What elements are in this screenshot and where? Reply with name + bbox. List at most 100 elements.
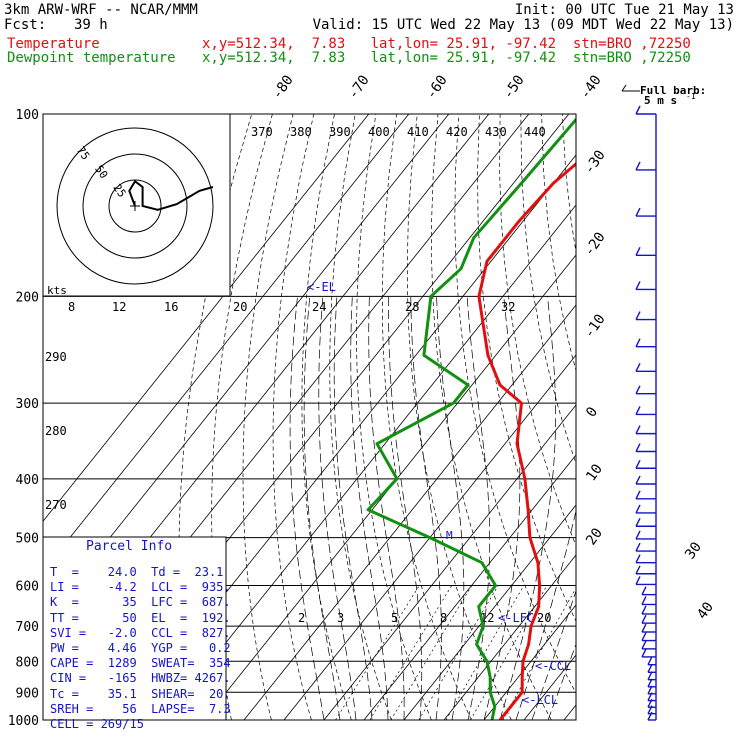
parcel-info-row: CAPE = 1289 SWEAT= 354 [50,657,231,670]
barb-legend-sup: -1 [686,92,696,101]
valid-time: Valid: 15 UTC Wed 22 May 13 (09 MDT Wed … [313,18,734,33]
temperature-axis-label: 30 [682,539,705,562]
parcel-info-row: T = 24.0 Td = 23.1 [50,566,223,579]
temperature-axis-label: -10 [581,311,609,341]
barb-legend-tick [622,85,626,91]
dry-adiabat-line [273,114,314,720]
pressure-label: 300 [16,397,39,412]
temperature-axis-label: 0 [583,404,601,420]
hodograph-axis-label: 32 [501,300,515,314]
dry-adiabat-line [728,114,740,720]
dry-adiabat-line [521,114,712,720]
pressure-label: 100 [16,108,39,123]
moist-adiabat-line [389,296,422,720]
wind-barb-flag [636,162,640,170]
wind-barb-flag [642,641,646,649]
hodograph-axis-label: 12 [112,300,126,314]
dewpoint-legend: Dewpoint temperature [7,51,176,66]
temperature-axis-label: -40 [577,72,605,102]
wind-barb-flag [636,555,640,563]
pressure-label: 900 [16,686,39,701]
mixing-ratio-label: 8 [440,611,447,625]
parcel-info-row: SVI = -2.0 CCL = 827. [50,627,231,640]
temperature-axis-label: 40 [694,599,717,622]
theta-label: 400 [368,125,390,139]
wind-barb-flag [648,657,652,665]
wind-barb-flag [636,460,640,468]
mixing-ratio-label: 2 [298,611,305,625]
wind-barb-flag [642,649,646,657]
wind-barb-flag [636,312,640,320]
wind-barb-flag [642,633,646,641]
barb-legend-line2: 5 m s [644,94,677,107]
wind-barb-flag [636,247,640,255]
wind-barb-flag [642,615,646,623]
mixing-ratio-line [370,586,452,720]
wind-barb-flag [648,664,652,672]
dry-adiabat-line [666,114,740,720]
mixing-ratio-label: 3 [337,611,344,625]
wind-barb-flag [636,106,640,114]
parcel-info-row: Tc = 35.1 SHEAR= 20. [50,688,231,701]
mixing-ratio-label: 5 [391,611,398,625]
moist-adiabat-line [467,296,490,720]
temperature-axis-label: 10 [583,461,606,484]
wind-barbs [636,106,656,720]
dry-adiabat-line [707,114,740,720]
hodograph-axis-label: 24 [312,300,326,314]
dry-adiabat-line [687,114,740,720]
wind-barb-flag [636,543,640,551]
dry-adiabat-line [645,114,740,720]
parcel-info-row: CIN = -165 HWBZ= 4267. [50,672,231,685]
pressure-label: 700 [16,620,39,635]
moist-adiabat-line [437,296,464,720]
hodograph-inset [43,114,230,296]
wind-barb-flag [636,566,640,574]
wind-barb-flag [636,476,640,484]
pressure-label: 200 [16,290,39,305]
temperature-profile [479,114,621,720]
pressure-label: 1000 [8,714,39,729]
temperature-axis-label: -50 [500,72,528,102]
isotherm-line [204,114,689,720]
dry-adiabat-line [243,114,293,720]
left-theta-label: 290 [45,350,67,364]
hodograph-axis-label: 8 [68,300,75,314]
wind-barb-flag [636,491,640,499]
wind-barb-flag [642,624,646,632]
wind-barb-flag [636,363,640,371]
pressure-label: 500 [16,532,39,547]
hodograph-units: kts [47,284,67,297]
el-marker: <-EL [307,280,336,294]
dewpoint-profile [368,114,581,720]
temperature-axis-label: -60 [423,72,451,102]
hodograph-axis-label: 20 [233,300,247,314]
wind-barb-flag [636,386,640,394]
wind-barb-flag [636,426,640,434]
parcel-info-title: Parcel Info [86,540,172,553]
dry-adiabat-line [562,114,740,720]
temperature-axis-label: -30 [581,147,609,177]
wind-barb-flag [636,281,640,289]
wind-barb-flag [636,339,640,347]
mixing-ratio-label: 20 [537,611,551,625]
left-theta-label: 270 [45,498,67,512]
wind-barb-flag [636,505,640,513]
pressure-label: 800 [16,655,39,670]
moist-adiabat-line [369,296,404,720]
ccl-marker: <-CCL [535,659,571,673]
forecast-hour: 39 h [74,18,108,33]
pressure-label: 400 [16,473,39,488]
dry-adiabat-line [624,114,740,720]
temperature-axis-label: -80 [269,72,297,102]
wind-barb-flag [636,518,640,526]
temperature-axis-label: 20 [583,525,606,548]
wind-barb-flag [642,587,646,595]
pressure-label: 600 [16,580,39,595]
dry-adiabat-line [542,114,740,720]
parcel-info-row: LI = -4.2 LCL = 935. [50,581,231,594]
moist-adiabat-line [532,296,648,720]
isotherm-line [484,114,740,720]
theta-label: 370 [251,125,273,139]
